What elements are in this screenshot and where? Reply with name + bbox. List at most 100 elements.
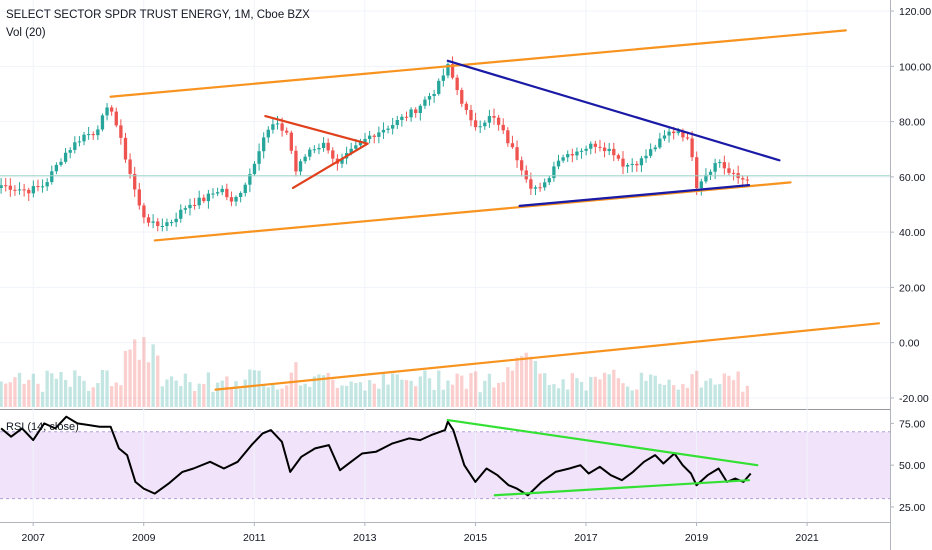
candle-body — [8, 185, 12, 190]
volume-bar — [492, 387, 496, 407]
candle-body — [45, 182, 49, 187]
candle-body — [0, 185, 3, 188]
candle-body — [31, 186, 36, 194]
volume-bar — [197, 383, 201, 407]
rsi-y-tick-label: 50.00 — [899, 460, 925, 472]
candle-body — [13, 189, 17, 191]
candle-body — [483, 122, 487, 127]
volume-bar — [455, 373, 459, 407]
volume-bar — [119, 385, 123, 407]
volume-bar — [483, 380, 487, 407]
candle-body — [326, 142, 330, 151]
candle-body — [662, 135, 667, 139]
volume-bar — [437, 370, 441, 407]
candle-body — [174, 218, 178, 223]
candle-body — [695, 157, 699, 189]
volume-bar — [192, 391, 197, 407]
volume-bar — [713, 384, 717, 407]
candle-body — [446, 64, 450, 76]
volume-bar — [515, 357, 519, 407]
volume-bar — [395, 374, 399, 407]
candle-body — [464, 103, 469, 110]
volume-bar — [280, 388, 284, 407]
candle-body — [285, 130, 289, 133]
candle-body — [598, 146, 602, 148]
volume-bar — [225, 376, 229, 407]
volume-bar — [22, 383, 26, 407]
support-line — [518, 184, 751, 207]
rsi-y-tick-label: 25.00 — [899, 502, 925, 514]
candle-body — [137, 189, 141, 206]
candle-body — [524, 170, 528, 180]
candle-body — [635, 163, 639, 166]
candle-body — [639, 158, 644, 166]
volume-bar — [13, 377, 17, 407]
candle-body — [667, 131, 671, 136]
upper-channel-line — [109, 29, 847, 98]
candle-body — [110, 107, 114, 112]
candle-body — [257, 151, 261, 164]
x-tick-label: 2021 — [795, 532, 819, 544]
volume-bar — [243, 379, 247, 407]
candle-body — [40, 186, 45, 188]
candle-body — [510, 143, 515, 148]
candle-body — [317, 147, 321, 150]
candle-body — [496, 117, 501, 125]
volume-bar — [349, 381, 353, 407]
volume-bar — [321, 375, 326, 407]
volume-bar — [363, 390, 367, 407]
candle-body — [644, 155, 648, 159]
volume-bar — [211, 391, 215, 407]
candle-body — [685, 137, 690, 139]
volume-bar — [358, 382, 363, 407]
candle-body — [722, 162, 727, 169]
candle-body — [741, 178, 745, 180]
candle-body — [547, 178, 551, 183]
volume-bar — [0, 381, 3, 407]
candle-body — [363, 138, 367, 143]
volume-bar — [31, 373, 36, 407]
candle-body — [68, 150, 72, 153]
candle-body — [252, 163, 257, 175]
volume-bar — [653, 375, 657, 407]
volume-bar — [151, 344, 155, 407]
candle-body — [243, 184, 247, 193]
volume-bar — [648, 374, 653, 407]
volume-bar — [86, 390, 91, 407]
candle-body — [602, 147, 607, 152]
volume-bar — [179, 386, 183, 407]
candle-body — [133, 173, 137, 190]
candle-body — [169, 222, 174, 224]
volume-bar — [616, 378, 621, 407]
candle-body — [308, 149, 312, 157]
volume-bar — [736, 371, 740, 407]
pennant-upper-line — [264, 114, 369, 145]
volume-bar — [128, 349, 132, 407]
volume-bar — [607, 374, 611, 407]
volume-bar — [206, 372, 211, 407]
candle-body — [202, 197, 206, 202]
candle-body — [54, 164, 59, 172]
candle-body — [391, 125, 395, 129]
candle-body — [612, 148, 616, 156]
candle-body — [331, 150, 335, 159]
candle-body — [206, 193, 211, 202]
candle-body — [50, 171, 54, 183]
y-tick-label: 0.00 — [899, 338, 920, 350]
volume-bar — [602, 372, 607, 407]
candle-body — [473, 120, 478, 128]
candle-body — [561, 157, 565, 161]
volume-bar — [409, 380, 413, 407]
gridlines — [0, 0, 890, 526]
volume-bar — [575, 378, 579, 407]
candle-body — [229, 197, 234, 202]
volume-bar — [635, 389, 639, 407]
volume-bar — [312, 376, 317, 407]
candle-body — [731, 172, 736, 174]
volume-bar — [248, 369, 252, 407]
volume-bar — [589, 376, 593, 407]
volume-bar — [372, 383, 376, 407]
volume-bar — [294, 362, 298, 407]
candle-body — [584, 148, 588, 151]
candle-body — [17, 189, 22, 191]
